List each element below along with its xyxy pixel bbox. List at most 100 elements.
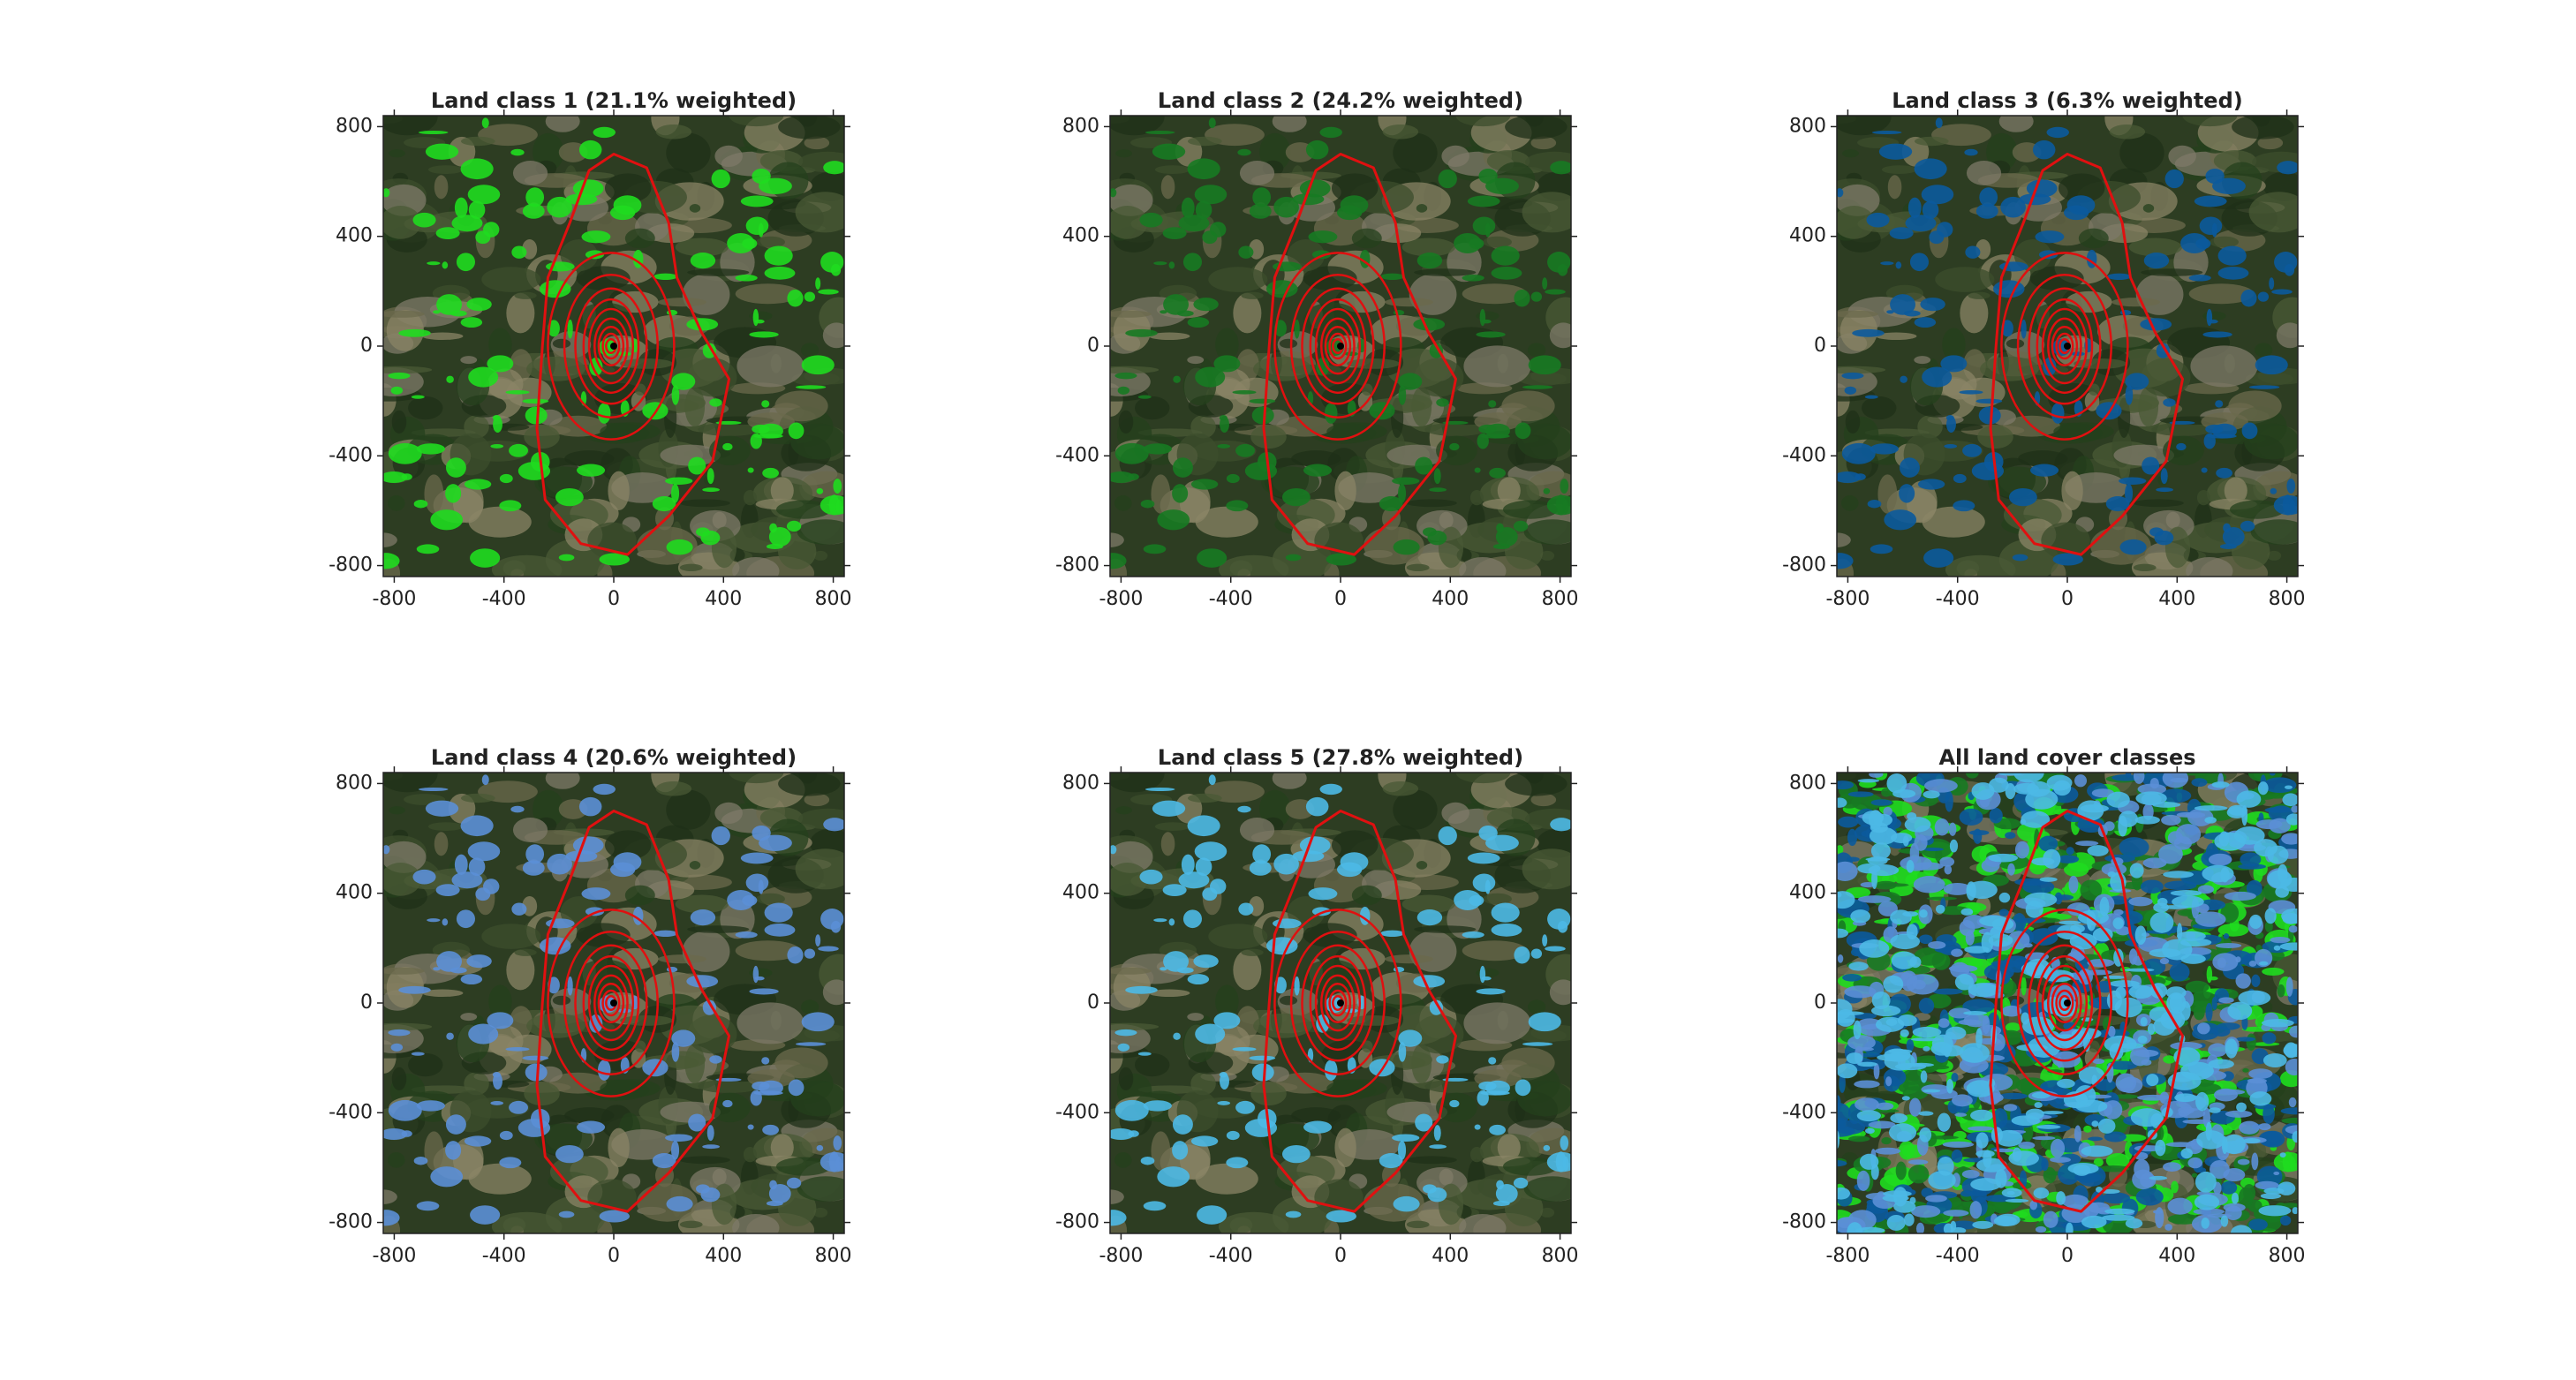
land-class-patch [1855,1226,1885,1233]
terrain-patch [743,490,757,506]
land-class-patch [2214,832,2246,851]
land-class-patch [1965,773,1979,779]
terrain-patch [524,425,560,449]
land-class-patch [1467,852,1500,864]
x-tick-label: 400 [2158,588,2195,610]
land-class-patch [1837,845,1844,855]
land-class-patch [2195,911,2226,927]
land-class-patch [788,422,805,440]
land-class-patch [1340,195,1369,215]
land-class-patch [1285,554,1302,562]
terrain-patch [756,236,785,248]
land-class-patch [2196,1130,2225,1150]
x-tick-label: -400 [1936,588,1980,610]
terrain-patch [383,310,425,318]
land-class-patch [1837,1063,1858,1079]
land-class-patch [1869,773,1884,778]
land-class-patch [1528,1012,1561,1032]
land-class-patch [1951,948,1963,957]
terrain-patch [2053,422,2114,441]
land-class-patch [1923,790,1940,799]
footprint-contour [597,326,625,366]
land-class-patch [2206,965,2213,984]
land-class-patch [833,1135,842,1150]
land-class-patch [1966,1080,1995,1097]
terrain-patch [1347,1015,1401,1026]
land-class-patch [2142,456,2160,475]
y-tick-label: 400 [1062,882,1099,904]
land-class-patch [1560,479,1569,494]
land-class-patch [1449,442,1460,451]
terrain-patch [1148,332,1190,341]
land-class-patch [436,951,463,972]
land-class-patch [510,148,525,156]
land-class-patch [2154,530,2174,546]
terrain-patch [587,1179,637,1217]
land-class-patch [2195,1171,2217,1193]
land-class-patch [1857,1061,1877,1067]
land-class-patch [2005,1198,2029,1203]
land-class-patch [2104,821,2115,832]
land-class-patch [1398,373,1423,390]
land-class-patch [2038,835,2059,852]
land-class-patch [2081,1145,2113,1158]
land-class-patch [1467,195,1500,207]
land-class-patch [1168,918,1175,926]
land-class-patch [652,496,676,512]
x-tick-label: 800 [2269,1245,2306,1267]
land-class-patch [1273,196,1299,218]
land-class-patch [1900,1029,1909,1037]
land-class-patch [1474,1124,1481,1130]
land-class-patch [1853,1020,1862,1040]
footprint-contour [2047,974,2082,1032]
land-class-patch [2251,974,2261,988]
land-class-patch [2208,853,2232,866]
terrain-patch [2276,322,2298,349]
footprint-contour [535,153,730,556]
land-class-patch [1436,398,1449,407]
land-class-patch [2130,1108,2164,1127]
terrain-patch [1110,863,1148,896]
land-class-patch [2239,1120,2260,1135]
land-class-patch [2021,319,2027,339]
land-class-patch [1912,1026,1942,1038]
land-class-patch [706,1125,714,1142]
terrain-patch [1187,136,1222,147]
terrain-patch [2151,422,2214,436]
land-class-patch [1217,443,1231,449]
land-class-patch [1110,188,1117,198]
land-class-patch [2021,1012,2029,1025]
land-class-patch [2161,814,2181,826]
land-class-patch [490,443,504,449]
land-class-patch [2032,140,2056,160]
land-class-patch [1943,883,1972,895]
land-class-patch [1837,891,1855,909]
land-class-patch [764,245,793,266]
land-class-patch [2170,890,2202,897]
land-class-patch [435,884,460,897]
land-class-patch [522,398,549,404]
terrain-patch [770,1134,794,1161]
land-class-patch [388,372,411,380]
land-class-patch [1480,434,1510,439]
terrain-patch [1840,495,1859,511]
land-class-patch [1316,1014,1330,1033]
land-class-patch [1303,464,1333,477]
terrain-patch [2133,563,2157,572]
land-class-patch [2125,483,2134,503]
land-class-patch [2099,896,2110,916]
terrain-patch [1187,793,1222,803]
land-class-patch [1157,1166,1190,1188]
land-class-patch [711,826,730,846]
land-class-patch [1515,1079,1531,1097]
y-tick-label: 400 [1789,225,1826,247]
land-class-patch [1176,310,1194,317]
terrain-patch [790,1080,844,1117]
x-tick-label: 0 [608,1245,620,1267]
terrain-patch [698,1079,760,1093]
land-class-patch [2222,1134,2246,1155]
land-class-patch [1914,158,1947,180]
land-class-patch [1251,406,1274,425]
land-class-patch [2225,1038,2238,1059]
land-class-patch [1866,212,1890,228]
